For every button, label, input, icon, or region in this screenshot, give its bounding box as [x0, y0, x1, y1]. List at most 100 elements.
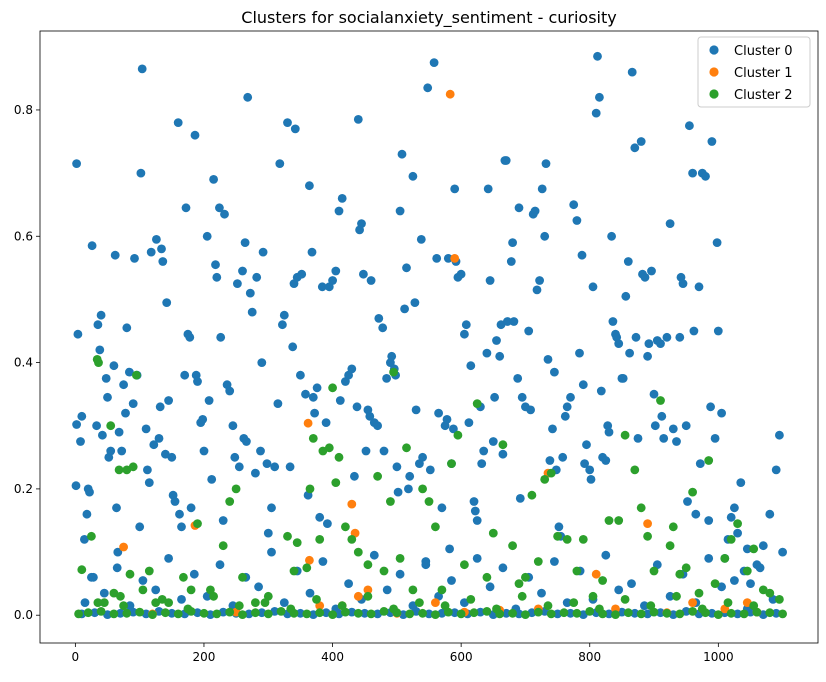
data-point: [694, 588, 704, 598]
data-point: [113, 547, 123, 557]
data-point: [650, 421, 660, 431]
data-point: [607, 231, 616, 241]
data-point: [74, 609, 83, 619]
legend-box: [697, 36, 811, 108]
data-point: [656, 396, 665, 405]
data-point: [506, 257, 516, 266]
data-point: [238, 266, 247, 276]
data-point: [771, 608, 781, 618]
data-point: [225, 386, 235, 396]
data-point: [546, 609, 556, 619]
data-point: [154, 434, 164, 443]
data-point: [132, 370, 141, 380]
data-point: [164, 396, 174, 405]
data-point: [778, 609, 787, 619]
data-point: [585, 465, 595, 475]
data-point: [540, 475, 550, 484]
data-point: [543, 601, 553, 611]
data-point: [509, 317, 519, 326]
data-point: [408, 171, 418, 181]
y-tick-label: 0.0: [14, 608, 33, 622]
data-point: [431, 598, 440, 607]
data-point: [778, 547, 787, 557]
data-point: [726, 608, 736, 618]
data-point: [125, 601, 135, 611]
data-point: [305, 484, 315, 494]
data-point: [190, 130, 200, 140]
data-point: [733, 528, 742, 538]
data-point: [275, 159, 285, 169]
data-point: [353, 547, 363, 557]
data-point: [96, 607, 106, 616]
data-point: [121, 408, 130, 418]
data-point: [739, 609, 749, 619]
data-point: [207, 475, 217, 484]
data-point: [562, 598, 572, 607]
axes-layer: 0 200 400 600 800 1000 0.0 0.2 0.4 0.6 0.8: [14, 30, 819, 664]
data-point: [119, 542, 128, 552]
data-point: [109, 588, 119, 598]
data-point: [366, 276, 376, 285]
data-point: [513, 374, 523, 383]
data-point: [733, 519, 742, 528]
data-point: [112, 503, 121, 513]
data-point: [479, 446, 489, 456]
data-point: [476, 607, 485, 617]
data-point: [649, 389, 659, 399]
data-point: [456, 609, 466, 619]
data-point: [498, 563, 508, 573]
data-point: [402, 443, 411, 453]
data-point: [267, 547, 276, 557]
data-point: [179, 572, 188, 582]
data-point: [119, 601, 128, 611]
data-point: [596, 386, 606, 396]
data-point: [411, 405, 421, 415]
data-point: [77, 411, 87, 421]
data-point: [303, 418, 313, 428]
data-point: [630, 465, 640, 475]
data-point: [225, 607, 235, 617]
data-point: [432, 254, 442, 263]
data-point: [328, 276, 337, 285]
data-point: [644, 339, 654, 348]
data-point: [508, 608, 517, 618]
data-point: [305, 181, 314, 191]
data-point: [704, 456, 714, 465]
data-point: [657, 411, 667, 421]
data-point: [270, 462, 280, 472]
data-point: [347, 364, 357, 374]
data-point: [681, 563, 691, 573]
data-point: [312, 595, 321, 604]
data-point: [307, 247, 317, 257]
data-point: [146, 247, 156, 257]
data-point: [395, 569, 405, 579]
data-point: [397, 149, 407, 159]
data-point: [149, 440, 159, 450]
data-point: [408, 585, 418, 595]
data-point: [216, 332, 226, 342]
data-point: [167, 608, 177, 618]
data-point: [578, 380, 588, 390]
data-point: [726, 535, 736, 544]
data-point: [449, 424, 458, 434]
data-point: [155, 402, 165, 412]
data-point: [263, 528, 273, 538]
data-point: [630, 143, 640, 153]
points-layer: [71, 51, 787, 619]
data-point: [521, 610, 530, 619]
data-point: [357, 219, 366, 229]
data-point: [323, 519, 332, 528]
data-point: [585, 607, 595, 616]
data-point: [701, 171, 710, 181]
data-point: [73, 329, 83, 339]
data-point: [251, 598, 260, 607]
data-point: [181, 203, 191, 213]
data-point: [231, 484, 241, 494]
data-point: [276, 607, 286, 616]
legend-marker: [709, 67, 719, 77]
data-point: [765, 509, 775, 519]
x-tick-label: 400: [321, 650, 344, 664]
data-point: [621, 291, 631, 301]
data-point: [640, 601, 649, 611]
data-point: [656, 608, 665, 618]
